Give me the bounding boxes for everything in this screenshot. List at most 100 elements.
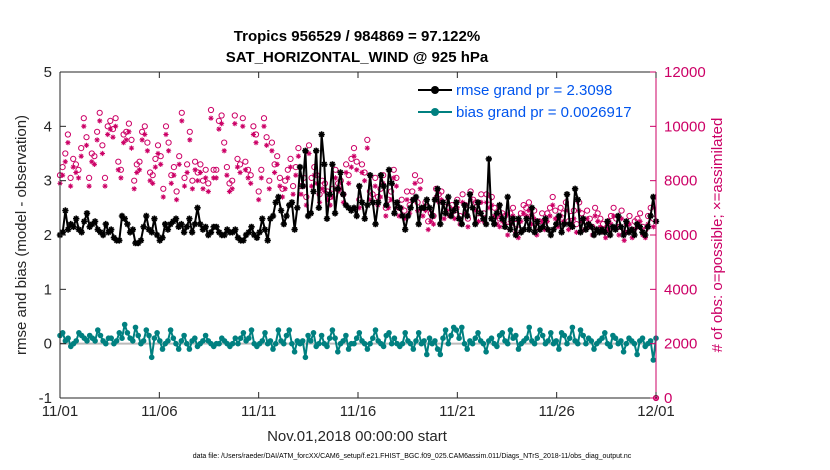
bias-point bbox=[650, 357, 657, 363]
rmse-point bbox=[251, 231, 258, 239]
obs-possible-point bbox=[618, 207, 625, 214]
rmse-point bbox=[609, 223, 617, 230]
bias-point bbox=[332, 335, 338, 342]
bias-point bbox=[475, 330, 481, 336]
obs-assimilated-point bbox=[547, 213, 553, 219]
rmse-point bbox=[340, 191, 347, 198]
bias-point bbox=[310, 330, 317, 336]
obs-possible-point bbox=[83, 134, 90, 141]
x-tick-label: 11/26 bbox=[538, 403, 574, 420]
rmse-point bbox=[178, 220, 185, 228]
rmse-point bbox=[439, 199, 447, 206]
rmse-point bbox=[296, 163, 304, 171]
obs-assimilated-point bbox=[97, 118, 103, 124]
rmse-point bbox=[393, 199, 401, 206]
bias-point bbox=[620, 349, 627, 355]
rmse-point bbox=[229, 229, 236, 236]
obs-assimilated-point bbox=[179, 118, 185, 124]
rmse-point bbox=[539, 223, 546, 230]
obs-assimilated-point bbox=[385, 205, 392, 211]
obs-assimilated-point bbox=[354, 167, 360, 173]
bias-point bbox=[59, 330, 66, 336]
rmse-point bbox=[294, 204, 301, 211]
axes bbox=[59, 71, 657, 399]
obs-assimilated-point bbox=[465, 224, 471, 230]
obs-possible-point bbox=[266, 177, 273, 184]
bias-point bbox=[216, 340, 222, 347]
y-tick-label: 0 bbox=[44, 336, 52, 353]
rmse-point bbox=[520, 226, 528, 233]
y-tick-label: 1 bbox=[44, 281, 52, 298]
obs-assimilated-point bbox=[319, 186, 325, 192]
obs-assimilated-point bbox=[298, 191, 304, 197]
obs-assimilated-point bbox=[248, 180, 254, 186]
rmse-point bbox=[512, 231, 519, 239]
bias-point bbox=[399, 340, 406, 347]
rmse-point bbox=[162, 220, 169, 228]
obs-possible-point bbox=[305, 142, 313, 149]
bias-point bbox=[380, 343, 387, 350]
obs-possible-point bbox=[86, 174, 93, 181]
bias-point bbox=[113, 338, 120, 344]
obs-possible-point bbox=[101, 174, 109, 181]
rmse-point bbox=[620, 231, 627, 239]
obs-assimilated-point bbox=[282, 186, 288, 192]
obs-assimilated-point bbox=[115, 167, 121, 173]
y2-tick-label: 0 bbox=[664, 390, 672, 407]
obs-assimilated-point bbox=[181, 183, 188, 189]
bias-point bbox=[507, 327, 514, 333]
obs-possible-point bbox=[91, 153, 98, 160]
obs-assimilated-point bbox=[102, 183, 108, 189]
rmse-point bbox=[588, 223, 595, 230]
obs-assimilated-point bbox=[309, 183, 315, 189]
bias-point bbox=[143, 327, 150, 333]
obs-assimilated-point bbox=[544, 218, 550, 224]
obs-assimilated-point bbox=[83, 142, 90, 148]
y-tick-label: 2 bbox=[44, 227, 52, 244]
rmse-point bbox=[426, 204, 433, 211]
obs-possible-point bbox=[509, 204, 517, 211]
obs-assimilated-point bbox=[219, 121, 225, 127]
legend-bias-label: bias grand pr = 0.0026917 bbox=[456, 104, 632, 121]
obs-assimilated-point bbox=[205, 188, 211, 195]
obs-assimilated-point bbox=[608, 221, 614, 227]
obs-possible-point bbox=[411, 172, 419, 179]
rmse-point bbox=[561, 220, 568, 228]
obs-possible-point bbox=[160, 185, 167, 192]
rmse-point bbox=[145, 226, 153, 233]
rmse-point bbox=[99, 231, 107, 239]
bias-point bbox=[318, 332, 325, 339]
obs-possible-point bbox=[358, 161, 366, 168]
obs-assimilated-point bbox=[250, 131, 256, 138]
obs-possible-point bbox=[260, 115, 268, 122]
obs-assimilated-point bbox=[521, 210, 527, 216]
rmse-point bbox=[528, 204, 536, 211]
bias-point bbox=[531, 340, 538, 347]
bias-point bbox=[324, 343, 330, 350]
rmse-point bbox=[310, 188, 317, 195]
bias-point bbox=[370, 335, 376, 342]
obs-possible-point bbox=[186, 128, 193, 135]
obs-possible-point bbox=[72, 161, 80, 168]
bias-point bbox=[591, 346, 597, 352]
rmse-point bbox=[64, 226, 72, 233]
obs-assimilated-point bbox=[208, 115, 214, 121]
obs-assimilated-point bbox=[346, 180, 352, 186]
rmse-point bbox=[259, 215, 266, 222]
obs-assimilated-point bbox=[306, 150, 312, 157]
obs-assimilated-point bbox=[505, 232, 511, 238]
obs-assimilated-point bbox=[422, 208, 429, 214]
obs-assimilated-point bbox=[245, 175, 251, 181]
rmse-point bbox=[59, 229, 66, 236]
rmse-point bbox=[108, 226, 115, 233]
obs-assimilated-point bbox=[197, 169, 203, 176]
rmse-point bbox=[617, 223, 625, 230]
rmse-point bbox=[83, 210, 91, 217]
rmse-point bbox=[153, 231, 161, 239]
rmse-point bbox=[423, 196, 430, 203]
bias-point bbox=[569, 324, 576, 331]
obs-assimilated-point bbox=[452, 216, 458, 222]
y-tick-label: 4 bbox=[44, 118, 52, 135]
rmse-point bbox=[491, 220, 498, 228]
obs-possible-point bbox=[401, 207, 408, 214]
